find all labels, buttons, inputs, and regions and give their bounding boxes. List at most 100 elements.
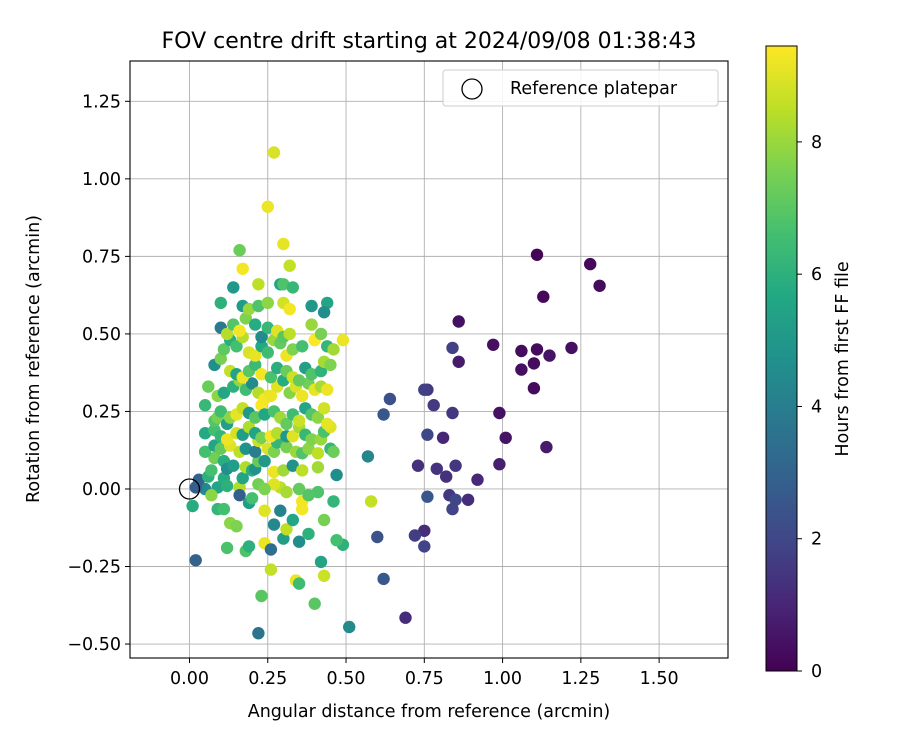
data-point [311, 485, 325, 499]
data-point [277, 532, 290, 545]
data-point [317, 513, 331, 527]
data-point [245, 492, 259, 505]
data-point [202, 380, 215, 393]
data-point [292, 374, 306, 387]
data-point [399, 611, 412, 624]
data-point [214, 296, 227, 310]
data-point [186, 499, 199, 513]
data-point [245, 377, 259, 390]
data-point [214, 352, 227, 365]
data-point [377, 408, 390, 421]
data-point [227, 459, 240, 472]
data-point [411, 459, 425, 472]
data-point [292, 482, 306, 496]
data-point [314, 364, 328, 378]
data-point [308, 597, 321, 610]
data-point [261, 200, 274, 213]
data-point [421, 490, 434, 503]
data-point [449, 493, 462, 506]
data-point [537, 290, 550, 303]
data-point [446, 341, 459, 355]
y-tick-label: 1.00 [82, 170, 121, 190]
data-point [261, 321, 274, 334]
x-tick-label: 0.00 [170, 669, 209, 689]
y-axis-ticks: −0.50 −0.25 0.00 0.25 0.50 0.75 1.00 1.25 [67, 92, 130, 655]
data-point [296, 389, 309, 403]
data-point [239, 312, 252, 325]
data-point [255, 368, 268, 381]
data-point [205, 489, 218, 502]
data-point [242, 540, 256, 553]
data-point [311, 411, 325, 424]
data-point [311, 447, 325, 460]
data-point [343, 620, 356, 634]
data-point [217, 502, 231, 516]
data-point [280, 523, 293, 536]
data-point [305, 299, 318, 313]
data-point [249, 349, 262, 362]
x-tick-label: 0.25 [248, 669, 287, 689]
data-point [264, 563, 278, 576]
data-point [233, 324, 246, 337]
data-point [271, 361, 284, 375]
data-point [418, 383, 431, 396]
data-point [321, 417, 334, 431]
x-axis-ticks: 0.00 0.25 0.50 0.75 1.00 1.25 1.50 [170, 658, 679, 689]
data-point [264, 389, 278, 403]
data-point [543, 349, 556, 362]
colorbar-tick-label: 0 [811, 662, 822, 682]
data-point [280, 417, 293, 431]
legend-box [442, 69, 719, 107]
x-tick-label: 0.50 [327, 669, 366, 689]
legend: Reference platepar [442, 69, 719, 107]
data-point [267, 478, 281, 491]
x-tick-label: 1.50 [640, 669, 679, 689]
data-point [302, 442, 315, 455]
data-point [283, 302, 296, 316]
data-point [252, 299, 265, 313]
data-point [324, 358, 337, 372]
data-point [198, 445, 212, 458]
data-point [436, 431, 450, 444]
data-point [527, 357, 541, 370]
data-point [305, 318, 318, 331]
data-point [364, 495, 378, 508]
data-point [192, 473, 206, 486]
data-point [286, 459, 299, 472]
data-point [317, 402, 331, 415]
data-point [252, 278, 265, 291]
data-point [277, 278, 290, 291]
data-point [565, 341, 578, 355]
data-point [440, 470, 453, 483]
data-point [527, 382, 541, 395]
data-point [198, 399, 212, 412]
legend-reference-marker [461, 78, 483, 100]
data-point [371, 530, 384, 544]
data-point [327, 343, 340, 356]
data-point [515, 344, 528, 358]
data-point [255, 330, 268, 344]
data-point [249, 445, 262, 458]
data-point [336, 333, 350, 347]
data-point [487, 338, 500, 351]
y-axis-label: Rotation from reference (arcmin) [24, 215, 44, 503]
reference-marker [178, 478, 201, 500]
data-point [330, 468, 343, 482]
data-point [540, 440, 553, 454]
data-point [311, 461, 325, 474]
data-point [220, 327, 234, 341]
data-point [233, 489, 246, 502]
y-tick-label: 0.00 [82, 480, 121, 500]
data-point [296, 340, 309, 353]
data-point [446, 502, 459, 516]
data-point [258, 504, 271, 517]
data-point [267, 146, 281, 159]
data-point [264, 543, 278, 556]
data-point [302, 489, 315, 502]
data-point [274, 504, 287, 517]
data-point [258, 408, 271, 421]
data-point [271, 427, 284, 440]
data-point [449, 459, 462, 472]
data-point [452, 315, 465, 328]
data-point [471, 473, 484, 486]
